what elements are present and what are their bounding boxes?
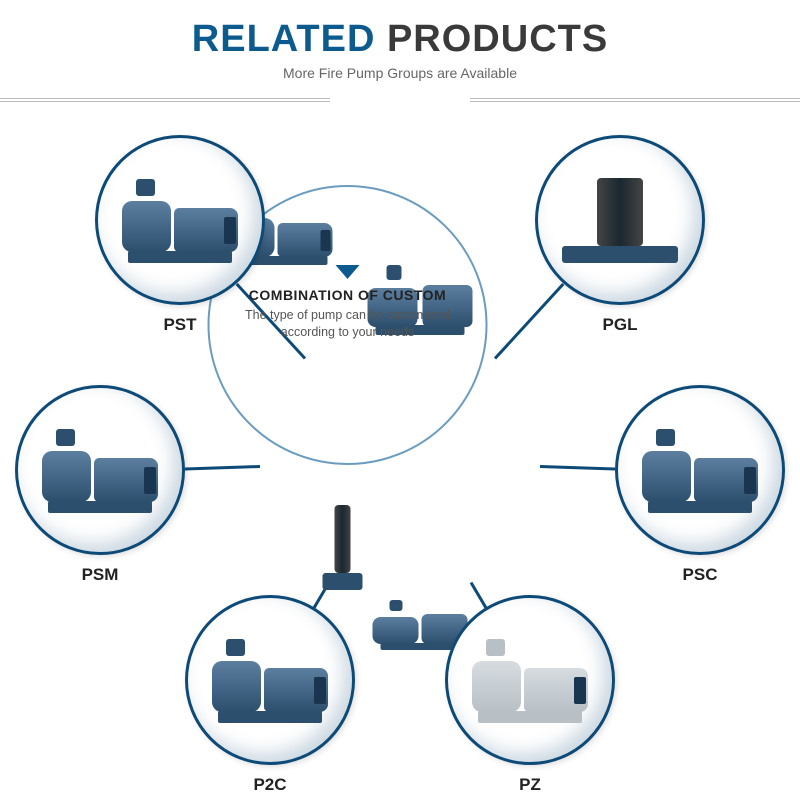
product-node-psc[interactable] <box>615 385 785 555</box>
page-title: RELATED PRODUCTS <box>0 18 800 61</box>
center-description: The type of pump can be customized accor… <box>228 307 468 341</box>
product-node-pst[interactable] <box>95 135 265 305</box>
product-label-psc: PSC <box>683 565 718 585</box>
connector-line <box>540 465 615 471</box>
title-accent: RELATED <box>192 18 376 60</box>
center-title: COMBINATION OF CUSTOM <box>228 287 468 303</box>
header: RELATED PRODUCTS More Fire Pump Groups a… <box>0 0 800 81</box>
product-node-psm[interactable] <box>15 385 185 555</box>
chevron-down-icon <box>336 265 360 279</box>
center-hub: COMBINATION OF CUSTOM The type of pump c… <box>348 325 453 595</box>
product-label-pgl: PGL <box>603 315 638 335</box>
pump-icon <box>472 638 588 723</box>
connector-line <box>185 465 260 471</box>
product-node-pgl[interactable] <box>535 135 705 305</box>
page-subtitle: More Fire Pump Groups are Available <box>0 65 800 81</box>
pump-icon <box>642 428 758 513</box>
pump-icon <box>122 178 238 263</box>
title-rest: PRODUCTS <box>375 18 608 60</box>
connector-line <box>493 283 563 359</box>
pump-icon <box>562 178 678 263</box>
center-pump-icon <box>323 505 363 590</box>
center-text-block: COMBINATION OF CUSTOM The type of pump c… <box>228 265 468 341</box>
product-label-p2c: P2C <box>253 775 286 795</box>
pump-icon <box>212 638 328 723</box>
pump-icon <box>42 428 158 513</box>
connector-line <box>470 581 488 609</box>
product-label-psm: PSM <box>82 565 119 585</box>
product-label-pst: PST <box>163 315 196 335</box>
product-label-pz: PZ <box>519 775 541 795</box>
product-node-pz[interactable] <box>445 595 615 765</box>
header-divider <box>0 98 800 102</box>
product-node-p2c[interactable] <box>185 595 355 765</box>
